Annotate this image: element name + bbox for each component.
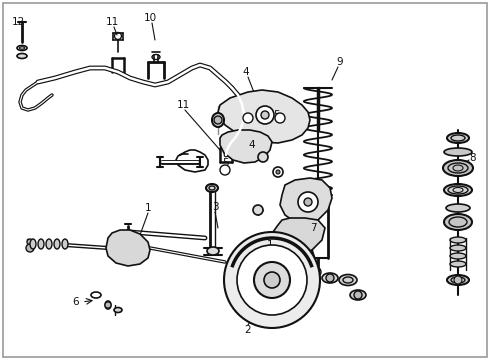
Polygon shape [280, 178, 332, 225]
Text: 1: 1 [145, 203, 151, 213]
Ellipse shape [91, 292, 101, 298]
Ellipse shape [450, 245, 466, 251]
Text: 11: 11 [105, 17, 119, 27]
Text: 5: 5 [273, 110, 279, 120]
Text: 3: 3 [212, 202, 219, 212]
Circle shape [243, 113, 253, 123]
Ellipse shape [62, 239, 68, 249]
Ellipse shape [322, 273, 338, 283]
Circle shape [224, 232, 320, 328]
Ellipse shape [114, 307, 122, 312]
Circle shape [454, 276, 462, 284]
Text: 11: 11 [176, 100, 190, 110]
Ellipse shape [450, 253, 466, 259]
Ellipse shape [30, 239, 36, 249]
Ellipse shape [17, 54, 27, 59]
Text: 4: 4 [249, 140, 255, 150]
Text: 10: 10 [144, 13, 157, 23]
Circle shape [354, 291, 362, 299]
Ellipse shape [444, 184, 472, 196]
Ellipse shape [450, 237, 466, 243]
Ellipse shape [212, 113, 224, 127]
Circle shape [304, 198, 312, 206]
Circle shape [256, 106, 274, 124]
Circle shape [26, 244, 34, 252]
Ellipse shape [447, 275, 469, 285]
Text: 9: 9 [337, 57, 343, 67]
Ellipse shape [38, 239, 44, 249]
Text: 6: 6 [72, 297, 78, 307]
Ellipse shape [444, 148, 472, 156]
Text: 7: 7 [310, 223, 317, 233]
Circle shape [264, 272, 280, 288]
Text: 5: 5 [221, 158, 228, 168]
Ellipse shape [444, 214, 472, 230]
Ellipse shape [54, 239, 60, 249]
Polygon shape [218, 90, 310, 143]
Circle shape [237, 245, 307, 315]
Text: 12: 12 [12, 17, 25, 27]
Polygon shape [106, 230, 150, 266]
Ellipse shape [105, 301, 111, 309]
Ellipse shape [350, 290, 366, 300]
Ellipse shape [450, 261, 466, 267]
Circle shape [258, 152, 268, 162]
Polygon shape [272, 218, 325, 255]
Ellipse shape [17, 45, 27, 50]
Ellipse shape [206, 184, 218, 192]
Circle shape [105, 302, 111, 308]
Circle shape [311, 267, 321, 277]
Circle shape [253, 205, 263, 215]
Circle shape [293, 269, 303, 279]
Text: 2: 2 [245, 325, 251, 335]
Circle shape [214, 116, 222, 124]
Circle shape [261, 111, 269, 119]
Circle shape [276, 170, 280, 174]
Ellipse shape [339, 274, 357, 285]
Circle shape [254, 262, 290, 298]
Text: 1: 1 [267, 240, 273, 250]
Ellipse shape [447, 133, 469, 143]
Ellipse shape [207, 247, 219, 255]
Text: 8: 8 [470, 153, 476, 163]
Circle shape [298, 192, 318, 212]
Ellipse shape [46, 239, 52, 249]
Circle shape [275, 113, 285, 123]
Circle shape [220, 165, 230, 175]
Ellipse shape [443, 160, 473, 176]
Circle shape [27, 239, 33, 245]
Circle shape [326, 274, 334, 282]
Polygon shape [220, 130, 272, 163]
Ellipse shape [446, 204, 470, 212]
Circle shape [273, 167, 283, 177]
Text: 4: 4 [243, 67, 249, 77]
